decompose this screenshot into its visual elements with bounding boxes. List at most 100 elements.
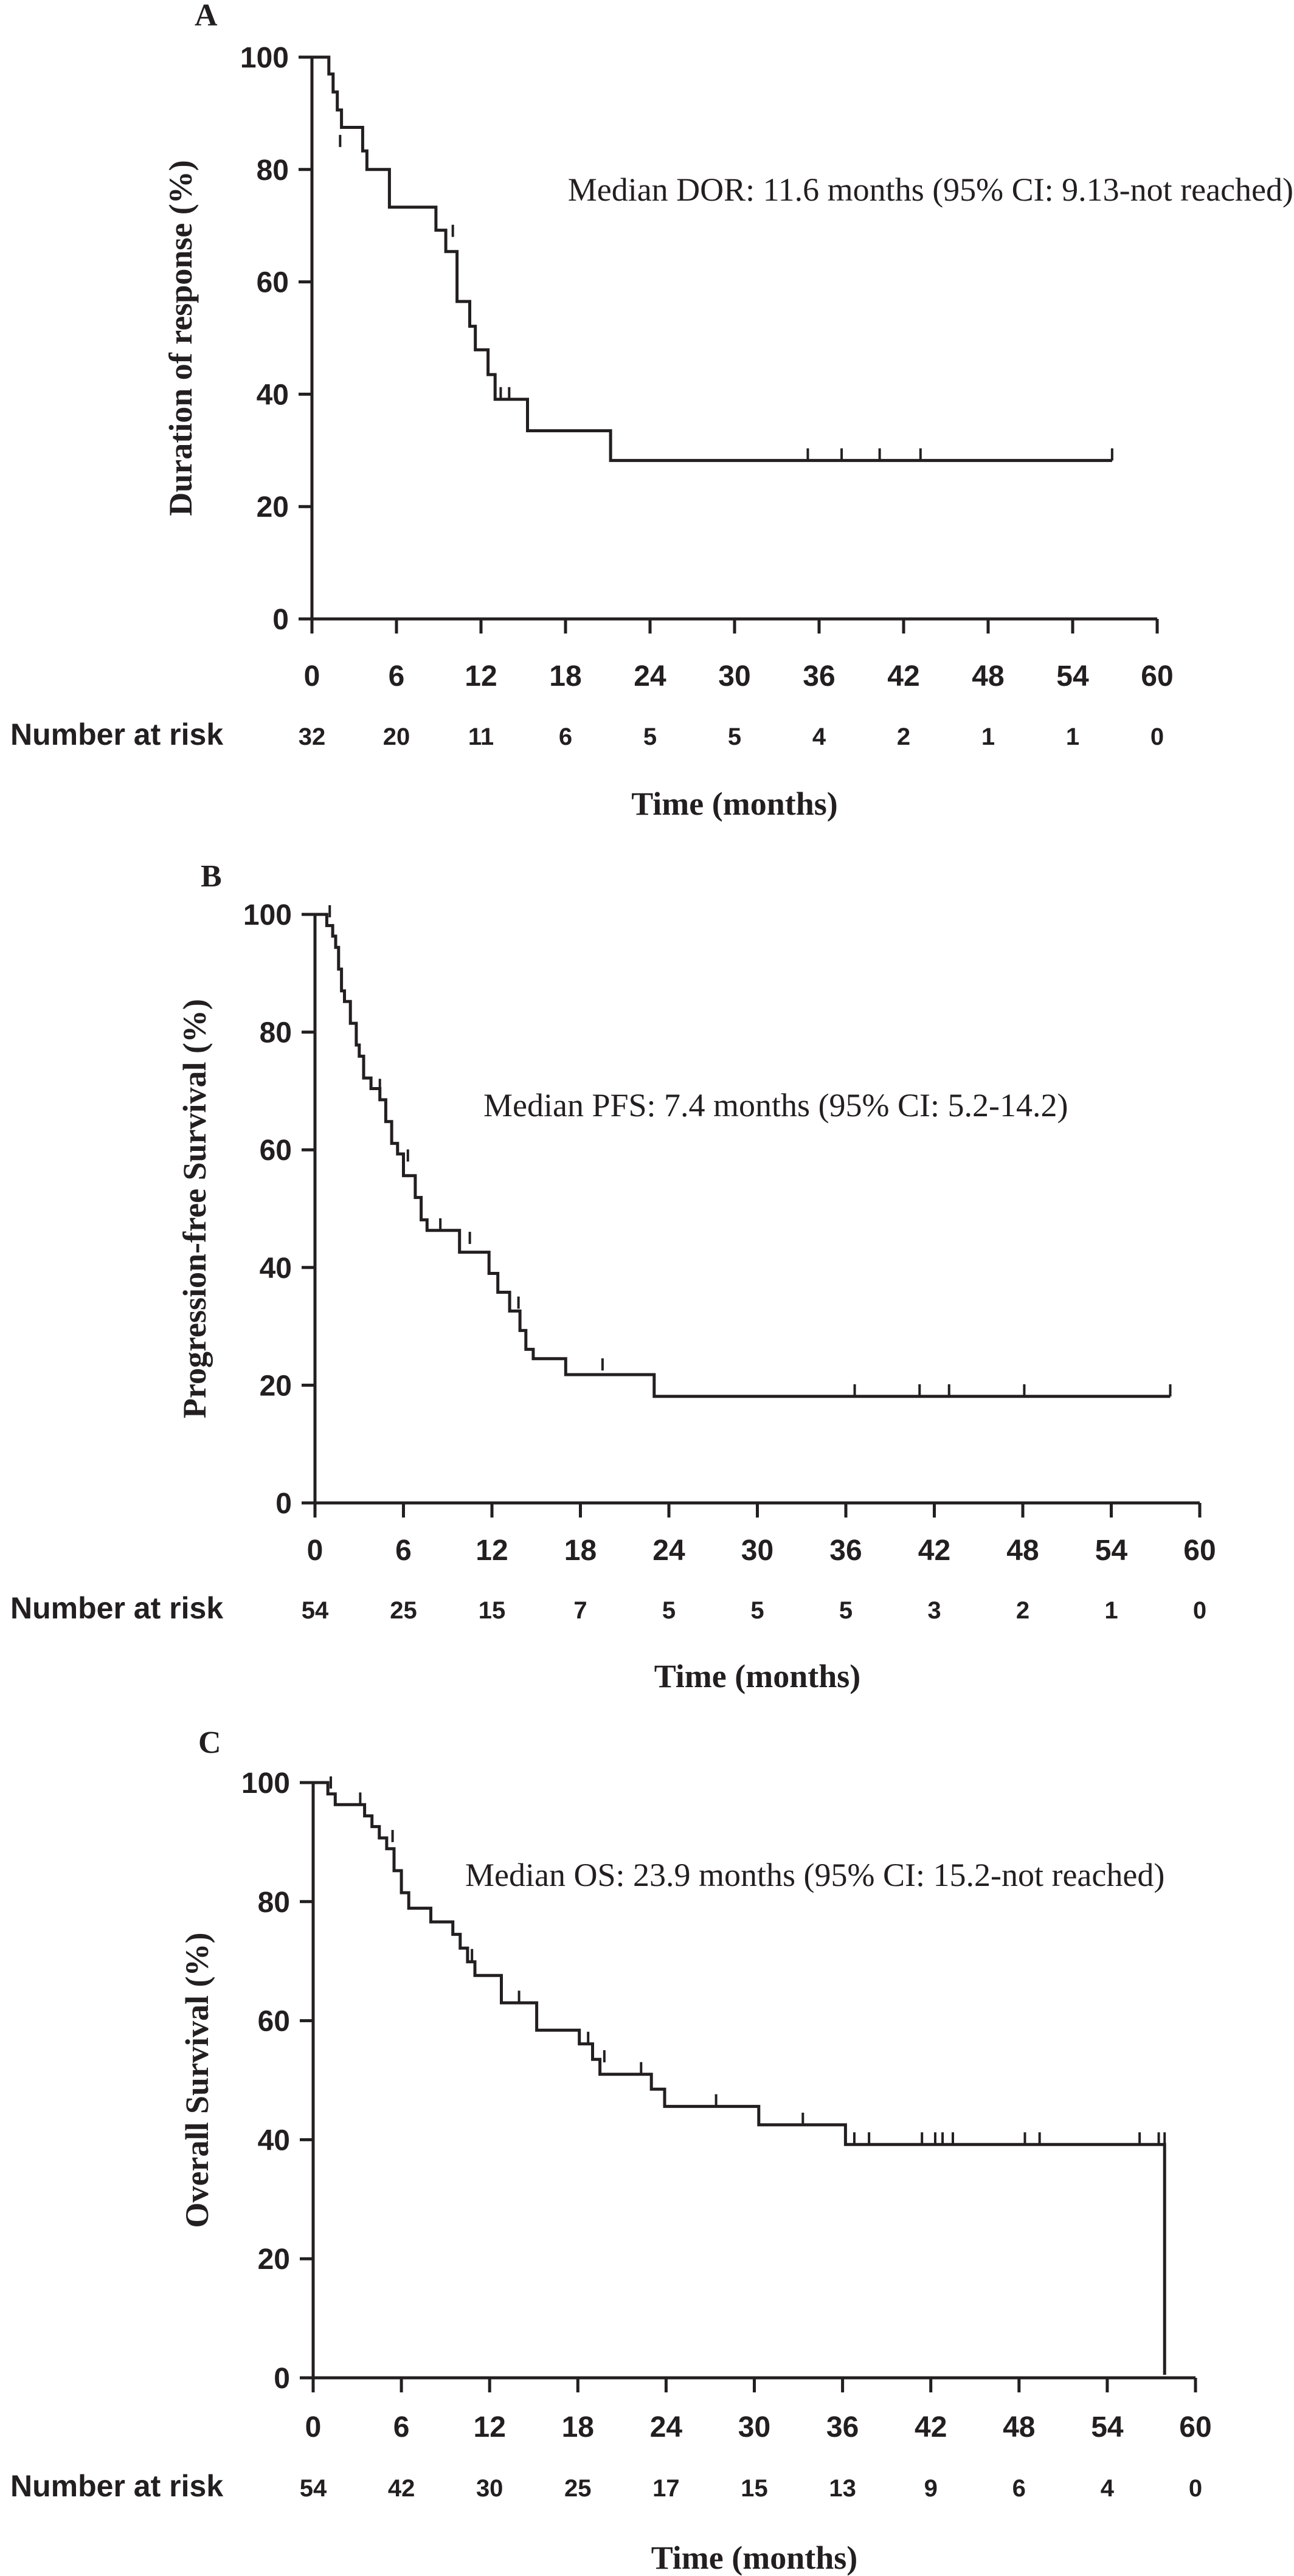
y-axis-title: Overall Survival (%) [179,1933,215,2228]
risk-count: 20 [383,723,410,750]
risk-count: 5 [728,723,741,750]
x-tick-label: 54 [1091,2411,1124,2443]
x-tick-label: 6 [393,2411,410,2443]
x-tick-label: 24 [652,1535,685,1567]
x-tick-label: 36 [829,1535,862,1567]
survival-curve [313,1781,1166,2375]
risk-count: 5 [662,1597,676,1624]
risk-count: 25 [390,1597,417,1624]
y-tick-label: 80 [257,154,289,187]
y-tick-label: 40 [258,2124,290,2156]
risk-count: 6 [1012,2475,1026,2502]
y-tick-label: 40 [260,1252,292,1285]
y-tick-label: 20 [257,491,289,523]
panel-label: A [195,0,218,33]
x-tick-label: 18 [564,1535,597,1567]
risk-count: 15 [741,2475,768,2502]
risk-count: 42 [388,2475,415,2502]
panel-label: B [201,859,222,894]
x-tick-label: 0 [305,2411,322,2443]
x-tick-label: 12 [474,2411,506,2443]
x-tick-label: 18 [549,660,581,692]
x-tick-label: 48 [1006,1535,1039,1567]
risk-count: 6 [559,723,572,750]
risk-count: 0 [1193,1597,1206,1624]
y-tick-label: 100 [240,42,289,74]
x-tick-label: 54 [1095,1535,1128,1567]
x-tick-label: 42 [918,1535,950,1567]
risk-table-title: Number at risk [10,717,223,751]
x-tick-label: 48 [1003,2411,1035,2443]
y-tick-label: 0 [272,604,289,636]
y-tick-label: 40 [257,379,289,411]
x-axis-title: Time (months) [654,1658,861,1694]
risk-count: 5 [839,1597,853,1624]
x-tick-label: 18 [562,2411,594,2443]
y-tick-label: 100 [243,899,292,931]
median-annotation: Median DOR: 11.6 months (95% CI: 9.13-no… [568,171,1293,208]
risk-count: 17 [652,2475,680,2502]
y-tick-label: 80 [258,1887,290,1919]
x-tick-label: 0 [304,660,320,692]
y-tick-label: 0 [275,1488,292,1520]
risk-count: 25 [564,2475,592,2502]
risk-count: 0 [1189,2475,1202,2502]
risk-count: 5 [750,1597,764,1624]
risk-count: 11 [468,723,494,750]
x-tick-label: 36 [826,2411,859,2443]
risk-table-title: Number at risk [10,1591,223,1625]
risk-count: 2 [897,723,910,750]
x-tick-label: 36 [803,660,835,692]
x-tick-label: 30 [738,2411,770,2443]
x-axis-title: Time (months) [651,2540,858,2576]
panel-label: C [198,1725,221,1760]
risk-count: 7 [573,1597,587,1624]
x-tick-label: 12 [476,1535,508,1567]
survival-curve [315,913,1171,1398]
y-tick-label: 20 [258,2243,290,2276]
x-tick-label: 12 [465,660,497,692]
risk-count: 30 [476,2475,503,2502]
y-axis-title: Duration of response (%) [162,160,199,516]
x-tick-label: 60 [1179,2411,1211,2443]
risk-count: 32 [299,723,326,750]
y-tick-label: 80 [260,1017,292,1049]
y-tick-label: 20 [260,1370,292,1402]
risk-count: 1 [1066,723,1079,750]
x-tick-label: 24 [650,2411,683,2443]
risk-count: 4 [812,723,826,750]
x-axis-title: Time (months) [631,786,838,822]
median-annotation: Median PFS: 7.4 months (95% CI: 5.2-14.2… [483,1087,1068,1124]
risk-count: 54 [302,1597,329,1624]
x-tick-label: 54 [1056,660,1089,692]
risk-count: 3 [927,1597,941,1624]
risk-count: 1 [981,723,995,750]
y-tick-label: 60 [258,2006,290,2038]
y-tick-label: 0 [274,2363,290,2395]
x-tick-label: 60 [1183,1535,1216,1567]
x-tick-label: 0 [307,1535,324,1567]
risk-count: 0 [1150,723,1164,750]
y-axis-title: Progression-free Survival (%) [176,999,213,1418]
risk-count: 15 [479,1597,506,1624]
y-tick-label: 60 [257,267,289,299]
x-tick-label: 6 [395,1535,412,1567]
x-tick-label: 30 [718,660,750,692]
x-tick-label: 24 [634,660,666,692]
risk-count: 2 [1016,1597,1029,1624]
x-tick-label: 6 [389,660,405,692]
risk-count: 4 [1101,2475,1115,2502]
risk-table-title: Number at risk [10,2469,223,2503]
x-tick-label: 48 [972,660,1004,692]
x-tick-label: 42 [887,660,919,692]
survival-curve [312,55,1112,462]
risk-count: 13 [829,2475,856,2502]
x-tick-label: 42 [915,2411,947,2443]
x-tick-label: 60 [1141,660,1173,692]
y-tick-label: 100 [241,1767,290,1800]
risk-count: 9 [924,2475,938,2502]
